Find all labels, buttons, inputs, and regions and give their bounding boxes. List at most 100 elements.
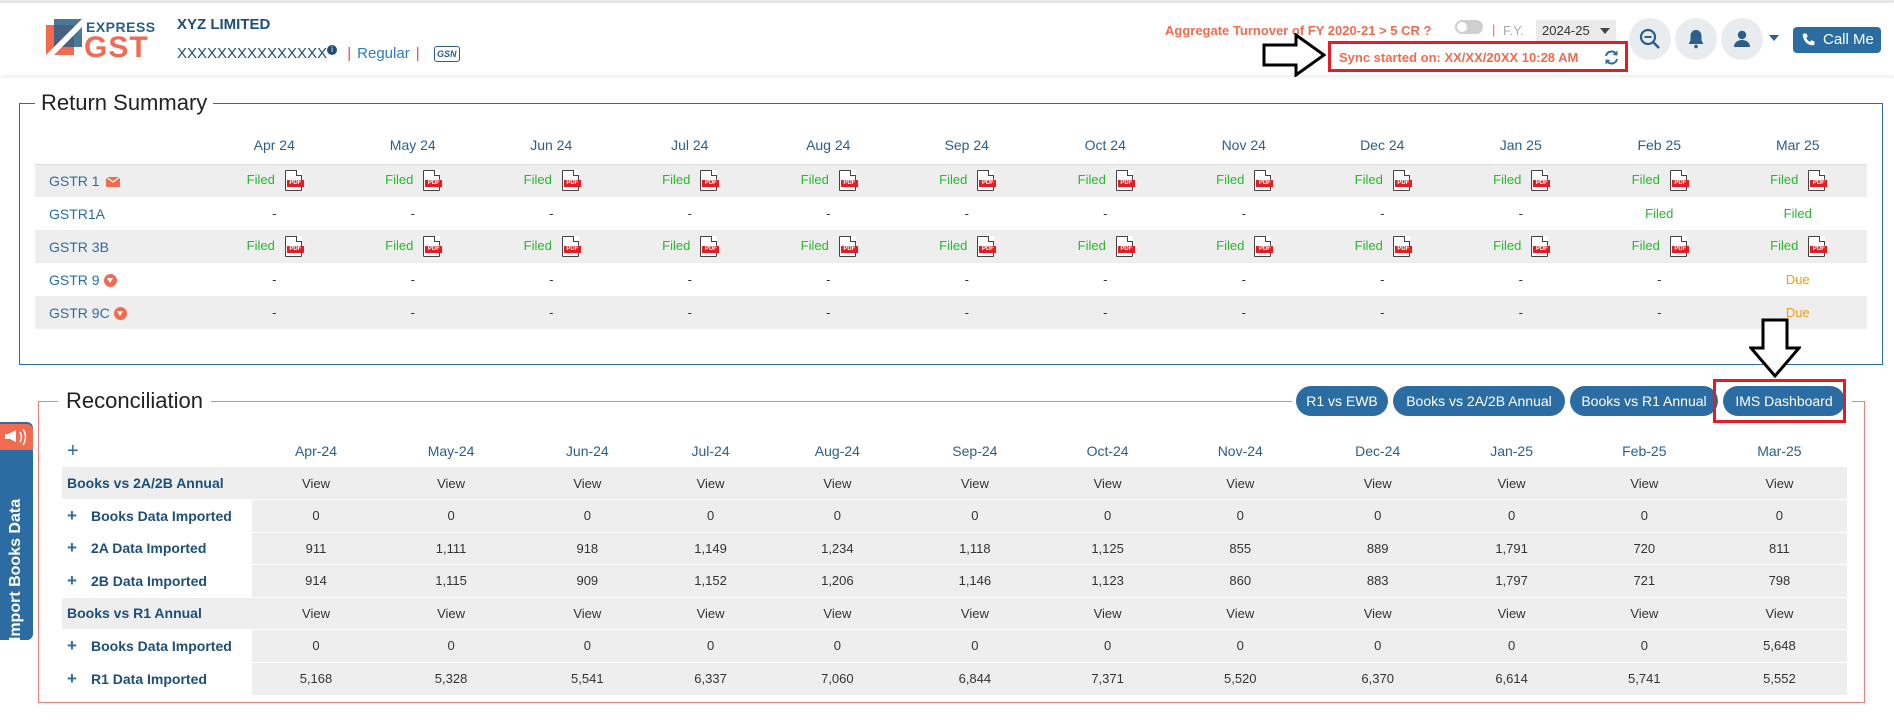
view-link[interactable]: View (1446, 467, 1577, 500)
recon-row-label[interactable]: + Books Data Imported (62, 499, 252, 532)
table-row: Books vs 2A/2B Annual View View View View Vie… (62, 467, 1847, 500)
return-row-label[interactable]: GSTR 3B (35, 230, 205, 263)
call-me-button[interactable]: Call Me (1793, 27, 1881, 53)
view-link[interactable]: View (379, 467, 523, 500)
import-books-data-label[interactable]: Import Books Data (7, 498, 24, 642)
view-link[interactable]: View (906, 596, 1044, 630)
filed-status: Filed (939, 237, 968, 253)
pdf-icon[interactable]: PDF (1254, 236, 1274, 257)
status-cell: - (1452, 263, 1591, 296)
pdf-icon[interactable]: PDF (977, 170, 997, 192)
mail-icon[interactable] (105, 177, 120, 188)
pdf-icon[interactable]: PDF (1254, 170, 1274, 192)
view-link[interactable]: View (906, 467, 1044, 500)
view-link[interactable]: View (522, 596, 653, 630)
announcement-icon[interactable] (0, 424, 33, 450)
view-link[interactable]: View (1711, 467, 1847, 500)
info-icon[interactable]: i (327, 45, 338, 55)
ims-dashboard-button[interactable]: IMS Dashboard (1723, 386, 1845, 416)
view-link[interactable]: View (768, 596, 907, 630)
pdf-icon[interactable]: PDF (1392, 236, 1412, 257)
recon-row-label[interactable]: +2B Data Imported (62, 564, 252, 597)
pdf-icon[interactable]: PDF (700, 236, 720, 257)
profile-button[interactable] (1721, 18, 1763, 60)
return-name[interactable]: GSTR 1 (49, 172, 100, 189)
pdf-icon[interactable]: PDF (1808, 236, 1828, 257)
status-cell: - (1452, 197, 1591, 230)
fy-select[interactable]: 2024-25 (1536, 20, 1616, 42)
express-gst-logo[interactable]: EXPRESS GST (44, 17, 156, 64)
return-name[interactable]: GSTR 9C (49, 304, 110, 321)
filed-status: Filed (800, 237, 829, 253)
chevron-down-icon[interactable] (1769, 35, 1779, 41)
view-link[interactable]: View (1171, 467, 1309, 500)
return-row-label[interactable]: GSTR1A (35, 197, 205, 230)
pdf-icon[interactable]: PDF (284, 236, 304, 257)
recon-row-label[interactable]: + R1 Data Imported (62, 661, 252, 695)
view-link[interactable]: View (1446, 596, 1577, 630)
download-icon[interactable] (103, 274, 117, 288)
return-row-label[interactable]: GSTR 1 (35, 164, 205, 197)
recon-row-label[interactable]: + Books Data Imported (62, 629, 252, 662)
view-link[interactable]: View (1171, 596, 1309, 630)
return-name[interactable]: GSTR 9 (49, 271, 100, 288)
sync-icon[interactable] (1603, 49, 1620, 66)
expand-row-button[interactable]: + (67, 505, 77, 525)
books-vs-r1-annual-button[interactable]: Books vs R1 Annual (1570, 386, 1718, 416)
pdf-icon[interactable]: PDF (1808, 170, 1828, 192)
pdf-icon[interactable]: PDF (838, 170, 858, 192)
r1-vs-ewb-button[interactable]: R1 vs EWB (1296, 386, 1388, 416)
pdf-icon[interactable]: PDF (561, 170, 581, 192)
view-link[interactable]: View (768, 467, 907, 500)
pdf-icon[interactable]: PDF (423, 170, 443, 192)
view-link[interactable]: View (652, 467, 769, 500)
pdf-icon[interactable]: PDF (423, 236, 443, 257)
recon-row-label[interactable]: +2A Data Imported (62, 531, 252, 565)
import-books-data-tab[interactable] (0, 422, 33, 640)
count-cell: 0 (1043, 499, 1172, 532)
return-row-label[interactable]: GSTR 9C (35, 296, 205, 329)
pdf-icon[interactable]: PDF (1531, 170, 1551, 192)
count-cell: 0 (1043, 629, 1172, 662)
return-summary-table: Apr 24 May 24 Jun 24 Jul 24 Aug 24 Sep 24 Oct … (35, 126, 1867, 329)
status-cell: - (898, 197, 1037, 230)
view-link[interactable]: View (1711, 596, 1847, 630)
view-link[interactable]: View (652, 596, 769, 630)
pdf-icon[interactable]: PDF (700, 170, 720, 192)
pdf-icon[interactable]: PDF (977, 236, 997, 257)
expand-row-button[interactable]: + (67, 668, 77, 688)
view-link[interactable]: View (522, 467, 653, 500)
search-button[interactable] (1629, 18, 1671, 60)
view-link[interactable]: View (379, 596, 523, 630)
download-icon[interactable] (113, 307, 127, 321)
view-link[interactable]: View (1576, 596, 1712, 630)
pdf-icon[interactable]: PDF (1531, 236, 1551, 257)
pdf-icon[interactable]: PDF (561, 236, 581, 257)
pdf-icon[interactable]: PDF (284, 170, 304, 192)
return-name[interactable]: GSTR1A (49, 205, 106, 222)
view-link[interactable]: View (1576, 467, 1712, 500)
return-name[interactable]: GSTR 3B (49, 238, 109, 255)
status-cell: Due (1728, 296, 1867, 329)
notifications-button[interactable] (1675, 18, 1717, 60)
pdf-icon[interactable]: PDF (1115, 236, 1135, 257)
view-link[interactable]: View (1043, 467, 1172, 500)
view-link[interactable]: View (252, 596, 380, 630)
turnover-toggle[interactable] (1455, 20, 1483, 34)
view-link[interactable]: View (1308, 596, 1447, 630)
expand-all-button[interactable]: + (67, 439, 79, 462)
pdf-icon[interactable]: PDF (1669, 236, 1689, 257)
books-vs-2a2b-annual-button[interactable]: Books vs 2A/2B Annual (1393, 386, 1565, 416)
expand-row-button[interactable]: + (67, 570, 77, 590)
pdf-icon[interactable]: PDF (1115, 170, 1135, 192)
return-row-label[interactable]: GSTR 9 (35, 263, 205, 296)
view-link[interactable]: View (1308, 467, 1447, 500)
view-link[interactable]: View (252, 467, 380, 500)
pdf-icon[interactable]: PDF (1392, 170, 1412, 192)
empty-status: - (549, 305, 554, 320)
pdf-icon[interactable]: PDF (1669, 170, 1689, 192)
expand-row-button[interactable]: + (67, 538, 77, 558)
view-link[interactable]: View (1043, 596, 1172, 630)
expand-row-button[interactable]: + (67, 635, 77, 655)
pdf-icon[interactable]: PDF (838, 236, 858, 257)
